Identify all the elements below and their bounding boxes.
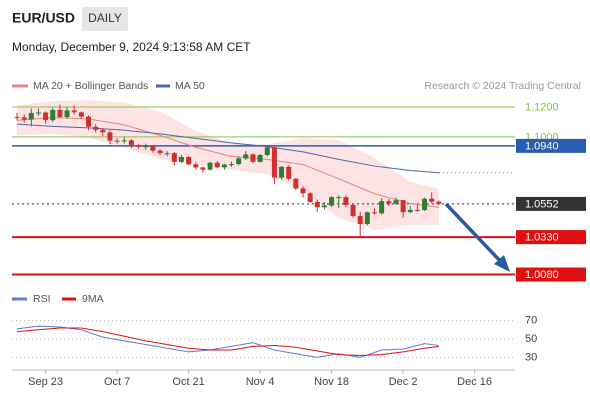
level-label: 1.0552 xyxy=(525,198,559,210)
candle-body xyxy=(200,167,206,170)
y-tick-label: 30 xyxy=(525,351,537,363)
candle-body xyxy=(164,153,170,155)
candle-body xyxy=(100,129,106,133)
candle-body xyxy=(436,201,442,204)
x-tick-label: Nov 18 xyxy=(314,376,349,388)
candle-body xyxy=(14,116,20,118)
source: Research © 2024 Trading Central xyxy=(424,80,581,92)
candle-body xyxy=(400,200,406,213)
candle-body xyxy=(21,117,27,120)
x-tick-label: Dec 16 xyxy=(457,376,492,388)
y-tick-label: 50 xyxy=(525,333,537,345)
y-tick-label: 70 xyxy=(525,315,537,327)
candle-body xyxy=(414,209,420,211)
indicator-line xyxy=(16,327,439,357)
candle-body xyxy=(114,140,120,142)
timeframe: DAILY xyxy=(88,11,122,25)
candle-body xyxy=(393,200,399,204)
candle-body xyxy=(214,162,220,168)
candle-body xyxy=(236,158,242,165)
candle-body xyxy=(207,162,213,170)
candle-body xyxy=(186,156,192,165)
candle-body xyxy=(243,154,249,159)
x-tick-label: Dec 2 xyxy=(389,376,418,388)
candle-body xyxy=(329,197,335,206)
x-tick-label: Nov 4 xyxy=(246,376,275,388)
level-label: 1.1200 xyxy=(525,101,559,113)
forecast-arrow xyxy=(444,202,510,272)
candle-body xyxy=(293,178,299,189)
x-tick-label: Oct 21 xyxy=(172,376,204,388)
candle-body xyxy=(221,164,227,168)
candle-body xyxy=(307,193,313,202)
candle-body xyxy=(386,201,392,204)
candle-body xyxy=(343,197,349,205)
candle-body xyxy=(321,205,327,208)
indicator-line xyxy=(16,325,439,358)
candle-body xyxy=(264,147,270,155)
candle-body xyxy=(350,204,356,217)
level-label: 1.0330 xyxy=(525,232,559,244)
legend-label: RSI xyxy=(33,293,51,305)
candle-body xyxy=(71,110,77,113)
layer-mid xyxy=(12,106,515,358)
candle-body xyxy=(286,166,292,179)
level-box xyxy=(516,196,586,211)
candle-body xyxy=(257,154,263,162)
candle-body xyxy=(136,145,142,147)
legend-label: MA 20 + Bollinger Bands xyxy=(33,80,148,92)
candle-body xyxy=(121,140,127,142)
level-box xyxy=(516,230,586,245)
candle-body xyxy=(35,112,41,114)
candle-body xyxy=(28,112,34,120)
candle-body xyxy=(78,112,84,117)
arrow-shaft xyxy=(444,202,505,266)
candle-body xyxy=(429,198,435,202)
candle-body xyxy=(364,212,370,224)
candle-body xyxy=(64,110,70,117)
candle-body xyxy=(157,150,163,154)
level-label: 1.0940 xyxy=(525,140,559,152)
candle-body xyxy=(271,147,277,178)
candle-body xyxy=(229,164,235,166)
timestamp: Monday, December 9, 2024 9:13:58 AM CET xyxy=(12,40,251,54)
candle-body xyxy=(128,140,134,146)
candle-body xyxy=(422,198,428,211)
level-box xyxy=(516,138,586,153)
level-label: 1.0080 xyxy=(525,269,559,281)
candle-body xyxy=(43,112,49,121)
arrow-head xyxy=(494,255,510,272)
candle-body xyxy=(171,153,177,162)
candle-body xyxy=(178,156,184,162)
candle-body xyxy=(93,126,99,130)
candle-body xyxy=(57,109,63,117)
candle-body xyxy=(193,164,199,168)
legend-label: MA 50 xyxy=(175,80,205,92)
candle-body xyxy=(50,109,56,121)
candle-body xyxy=(150,146,156,151)
candle-body xyxy=(279,166,285,178)
legend-label: 9MA xyxy=(82,293,104,305)
symbol: EUR/USD xyxy=(12,10,75,26)
candle-body xyxy=(407,209,413,213)
level-box xyxy=(516,267,586,282)
candle-body xyxy=(372,212,378,214)
candle-body xyxy=(314,201,320,208)
timeframe-badge xyxy=(82,7,128,31)
candle-body xyxy=(250,154,256,162)
candle-body xyxy=(107,132,113,141)
layer-front: 1.12001.10001.09401.05521.03301.0080Sep … xyxy=(14,101,586,388)
candle-body xyxy=(300,188,306,194)
candle-body xyxy=(86,116,92,127)
candle-body xyxy=(357,216,363,224)
candle-body xyxy=(336,197,342,199)
x-tick-label: Sep 23 xyxy=(28,376,63,388)
candle-body xyxy=(143,146,149,148)
candle-body xyxy=(379,201,385,214)
x-tick-label: Oct 7 xyxy=(104,376,130,388)
